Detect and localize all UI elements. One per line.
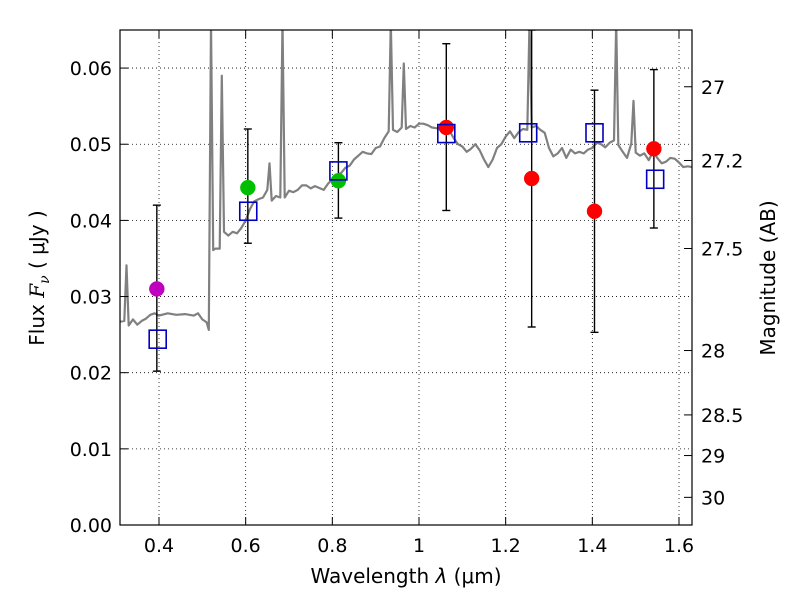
x-tick-label: 1	[413, 535, 425, 557]
model-photometry-point	[585, 123, 604, 143]
observed-point	[330, 173, 347, 189]
x-tick-label: 0.6	[231, 535, 261, 557]
y2-tick-label: 30	[701, 487, 725, 509]
y2-tick-label: 27.2	[701, 150, 743, 172]
y-tick-label: 0.04	[70, 210, 112, 232]
y-tick-label: 0.05	[70, 134, 112, 156]
x-tick-label: 1.2	[491, 535, 521, 557]
y2-tick-label: 29	[701, 446, 725, 468]
observed-point	[240, 179, 256, 196]
observed-point	[438, 119, 455, 136]
observed-point	[149, 281, 165, 297]
y-tick-label: 0.02	[70, 363, 112, 385]
model-photometry-point	[518, 123, 538, 143]
x-tick-label: 1.4	[577, 535, 607, 557]
model-spectrum-line	[120, 30, 692, 332]
x-axis-label: Wavelength λ (μm)	[310, 564, 501, 588]
x-tick-label: 0.4	[144, 535, 174, 557]
model-photometry-layer	[148, 123, 665, 349]
y-tick-label: 0.06	[70, 58, 112, 80]
model-photometry-point	[436, 123, 456, 144]
ticks-layer	[120, 30, 692, 526]
plot-frame	[119, 29, 693, 526]
y2-tick-label: 28.5	[701, 405, 743, 427]
x-tick-label: 1.6	[664, 535, 694, 557]
model-photometry-point	[645, 169, 665, 190]
y2-tick-label: 27	[701, 77, 725, 99]
model-photometry-point	[148, 329, 167, 349]
observed-point	[586, 203, 603, 219]
y-tick-label: 0.00	[70, 515, 112, 537]
observed-point	[523, 170, 540, 187]
x-tick-label: 0.8	[317, 535, 347, 557]
model-photometry-point	[238, 201, 258, 222]
y-tick-label: 0.01	[70, 439, 112, 461]
observed-points-layer	[149, 119, 662, 297]
model-spectrum-layer	[120, 30, 692, 332]
y2-tick-label: 28	[701, 341, 725, 363]
y2-axis-label: Magnitude (AB)	[756, 200, 780, 355]
y-tick-label: 0.03	[70, 287, 112, 309]
observed-point	[646, 141, 662, 157]
y2-tick-label: 27.5	[701, 238, 743, 260]
y-axis-label: Flux Fν ( μJy )	[25, 210, 53, 345]
tick-labels-layer: 0.4 0.6 0.8 1 1.2 1.4 1.6 0.00 0.01 0.02 0.03 0.04 0…	[70, 58, 744, 557]
model-photometry-point	[329, 161, 348, 181]
